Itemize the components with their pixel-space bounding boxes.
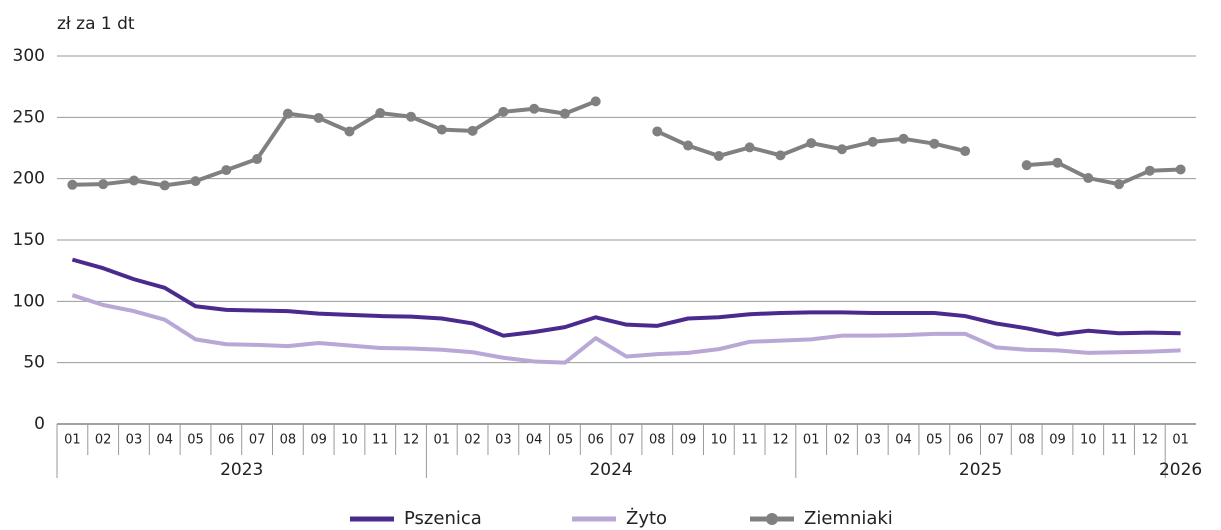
series-line — [72, 99, 597, 188]
x-tick-label: 08 — [649, 433, 666, 448]
y-tick-label: 250 — [13, 107, 45, 127]
series-marker — [282, 108, 293, 119]
y-axis-label: zł za 1 dt — [57, 14, 135, 34]
series-marker — [344, 126, 355, 137]
x-tick-label: 01 — [64, 433, 81, 448]
y-tick-label: 300 — [13, 46, 45, 66]
series-marker — [836, 144, 847, 155]
series-marker — [98, 179, 109, 190]
x-tick-label: 10 — [1080, 433, 1097, 448]
series-marker — [1083, 173, 1094, 184]
series-marker — [683, 140, 694, 151]
series-marker — [898, 133, 909, 144]
series-marker — [652, 126, 663, 137]
series-marker — [498, 106, 509, 117]
x-tick-label: 09 — [1049, 433, 1066, 448]
series-marker — [1114, 179, 1125, 190]
x-tick-label: 03 — [126, 433, 143, 448]
x-tick-label: 11 — [741, 433, 758, 448]
x-tick-label: 07 — [249, 433, 266, 448]
x-tick-label: 01 — [803, 433, 820, 448]
series-marker — [1175, 164, 1186, 175]
x-tick-label: 06 — [218, 433, 235, 448]
x-tick-label: 05 — [926, 433, 943, 448]
x-tick-label: 06 — [587, 433, 604, 448]
x-tick-label: 02 — [464, 433, 481, 448]
y-tick-label: 50 — [23, 353, 45, 373]
series-marker — [559, 108, 570, 119]
x-tick-label: 01 — [1172, 433, 1189, 448]
year-label: 2024 — [589, 460, 632, 480]
series-marker — [159, 180, 170, 191]
series-marker — [67, 179, 78, 190]
y-tick-label: 100 — [13, 291, 45, 311]
series-marker — [406, 111, 417, 122]
series-marker — [1021, 160, 1032, 171]
y-tick-label: 200 — [13, 169, 45, 189]
legend-label: Ziemniaki — [804, 508, 893, 529]
x-tick-label: 10 — [341, 433, 358, 448]
legend-label: Pszenica — [404, 508, 482, 529]
x-tick-label: 02 — [95, 433, 112, 448]
x-tick-label: 03 — [864, 433, 881, 448]
year-label: 2025 — [959, 460, 1002, 480]
series-marker — [960, 146, 971, 157]
series-marker — [375, 108, 386, 119]
x-tick-label: 12 — [403, 433, 420, 448]
series-marker — [713, 150, 724, 161]
y-tick-label: 150 — [13, 230, 45, 250]
x-tick-label: 04 — [526, 433, 543, 448]
series-line — [71, 293, 1181, 365]
series-marker — [529, 103, 540, 114]
x-tick-label: 02 — [834, 433, 851, 448]
x-tick-label: 09 — [680, 433, 697, 448]
x-tick-label: 08 — [280, 433, 297, 448]
x-tick-label: 09 — [310, 433, 327, 448]
x-tick-label: 12 — [772, 433, 789, 448]
series-line — [71, 257, 1181, 338]
series-marker — [313, 112, 324, 123]
series-marker — [221, 165, 232, 176]
series-marker — [929, 138, 940, 149]
x-tick-label: 08 — [1018, 433, 1035, 448]
x-tick-label: 06 — [957, 433, 974, 448]
series-marker — [128, 175, 139, 186]
series-marker — [806, 138, 817, 149]
series-marker — [590, 96, 601, 107]
year-label: 2026 — [1159, 460, 1202, 480]
x-tick-label: 07 — [988, 433, 1005, 448]
series-marker — [775, 150, 786, 161]
x-tick-label: 01 — [434, 433, 451, 448]
legend-marker — [766, 513, 778, 525]
x-tick-label: 04 — [156, 433, 173, 448]
series-marker — [252, 154, 263, 165]
series-line — [1026, 160, 1181, 187]
x-tick-label: 07 — [618, 433, 635, 448]
series-marker — [744, 142, 755, 153]
year-label: 2023 — [220, 460, 263, 480]
series-marker — [436, 124, 447, 135]
series-marker — [1052, 157, 1063, 168]
series-marker — [190, 176, 201, 187]
x-tick-label: 12 — [1142, 433, 1159, 448]
x-tick-label: 03 — [495, 433, 512, 448]
series-marker — [867, 136, 878, 147]
x-tick-label: 05 — [557, 433, 574, 448]
legend-label: Żyto — [626, 508, 667, 529]
x-tick-label: 04 — [895, 433, 912, 448]
x-tick-label: 10 — [711, 433, 728, 448]
x-tick-label: 05 — [187, 433, 204, 448]
series-marker — [467, 125, 478, 136]
y-tick-label: 0 — [34, 414, 45, 434]
x-tick-label: 11 — [372, 433, 389, 448]
x-tick-label: 11 — [1111, 433, 1128, 448]
series-marker — [1144, 165, 1155, 176]
